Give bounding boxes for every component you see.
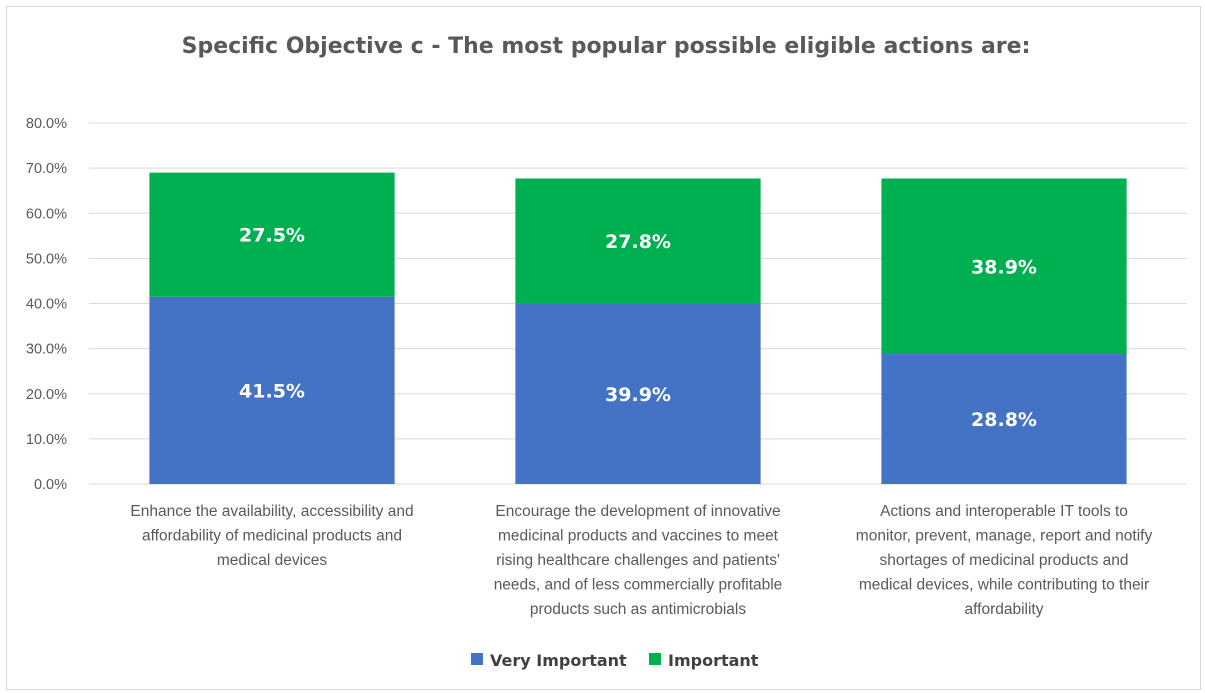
category-label-line: needs, and of less commercially profitab… xyxy=(494,577,783,594)
category-label: Enhance the availability, accessibility … xyxy=(130,503,413,569)
category-label: Encourage the development of innovative m… xyxy=(494,503,783,618)
y-tick-label: 40.0% xyxy=(26,297,67,313)
category-label-line: shortages of medicinal products and xyxy=(879,552,1128,569)
y-tick-label: 60.0% xyxy=(26,206,67,222)
legend-swatch xyxy=(471,653,483,665)
data-label: 38.9% xyxy=(971,256,1037,278)
y-tick-label: 80.0% xyxy=(26,116,67,132)
legend-label: Very Important xyxy=(490,651,627,670)
data-label: 27.5% xyxy=(239,225,305,247)
y-tick-label: 30.0% xyxy=(26,342,67,358)
data-label: 39.9% xyxy=(605,384,671,406)
bar-very-important xyxy=(881,354,1127,484)
y-tick-label: 20.0% xyxy=(26,387,67,403)
y-tick-label: 10.0% xyxy=(26,432,67,448)
category-labels: Enhance the availability, accessibility … xyxy=(130,503,1152,618)
category-label-line: monitor, prevent, manage, report and not… xyxy=(856,528,1153,545)
bar-very-important xyxy=(149,296,395,484)
y-tick-label: 0.0% xyxy=(34,477,67,493)
bar-important xyxy=(149,172,395,297)
bar-very-important xyxy=(515,303,761,484)
category-label-line: products such as antimicrobials xyxy=(530,601,746,618)
data-label: 28.8% xyxy=(971,409,1037,431)
data-label: 41.5% xyxy=(239,380,305,402)
y-axis-tick-labels: 0.0% 10.0% 20.0% 30.0% 40.0% 50.0% 60.0% 70.0% 8… xyxy=(26,116,67,493)
category-label-line: rising healthcare challenges and patient… xyxy=(496,552,780,569)
category-label-line: medical devices xyxy=(217,552,328,569)
bar-important xyxy=(881,178,1127,355)
data-label: 27.8% xyxy=(605,231,671,253)
bars xyxy=(149,172,1127,484)
y-tick-label: 50.0% xyxy=(26,251,67,267)
chart-frame xyxy=(6,6,1201,690)
legend-label: Important xyxy=(668,651,759,670)
legend: Very Important Important xyxy=(471,651,759,670)
category-label-line: Enhance the availability, accessibility … xyxy=(130,503,413,520)
legend-swatch xyxy=(649,653,661,665)
category-label-line: affordability xyxy=(965,601,1044,618)
category-label-line: medical devices, while contributing to t… xyxy=(859,577,1149,594)
y-tick-label: 70.0% xyxy=(26,161,67,177)
chart-title: Specific Objective c - The most popular … xyxy=(182,34,1031,59)
category-label-line: affordability of medicinal products and xyxy=(142,528,402,545)
data-labels: 41.5% 27.5% 39.9% 27.8% 28.8% 38.9% xyxy=(239,225,1037,431)
category-label: Actions and interoperable IT tools to mon… xyxy=(856,503,1153,618)
category-label-line: Encourage the development of innovative xyxy=(495,503,780,520)
category-label-line: Actions and interoperable IT tools to xyxy=(880,503,1128,520)
bar-important xyxy=(515,178,761,304)
category-label-line: medicinal products and vaccines to meet xyxy=(498,528,779,545)
